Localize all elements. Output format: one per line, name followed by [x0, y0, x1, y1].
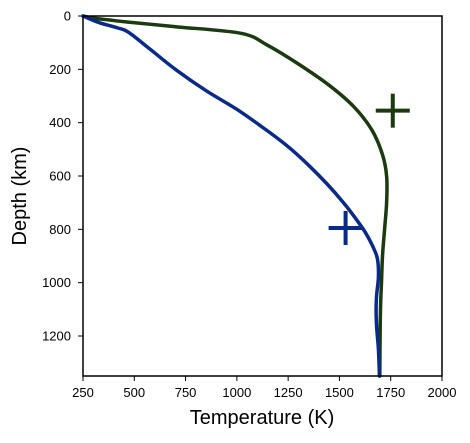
plot-frame: [82, 15, 443, 377]
ticks: [78, 15, 443, 381]
x-tick-label: 250: [72, 385, 94, 400]
x-tick-label: 1250: [274, 385, 303, 400]
y-tick-label: 200: [49, 62, 71, 77]
x-tick-label: 1750: [376, 385, 405, 400]
x-axis-title: Temperature (K): [190, 407, 335, 429]
plus-marker-1: [375, 93, 410, 128]
series-line-1: [81, 14, 389, 378]
y-tick-label: 600: [49, 169, 71, 184]
x-tick-label: 1000: [222, 385, 251, 400]
markers: [328, 93, 410, 245]
y-tick-label: 1000: [42, 275, 71, 290]
y-tick-label: 800: [49, 222, 71, 237]
y-tick-labels: 0 200 400 600 800 1000 1200: [42, 9, 71, 344]
x-tick-label: 500: [123, 385, 145, 400]
x-tick-label: 1500: [325, 385, 354, 400]
series-lines: [81, 14, 389, 378]
y-tick-label: 1200: [42, 329, 71, 344]
y-tick-label: 400: [49, 115, 71, 130]
x-tick-labels: 250 500 750 1000 1250 1500 1750 2000: [72, 385, 456, 400]
plus-marker-2: [328, 211, 363, 245]
series-line-2: [81, 14, 382, 378]
x-tick-label: 750: [175, 385, 197, 400]
y-tick-label: 0: [64, 9, 71, 24]
plot-area: [81, 14, 410, 378]
y-axis-title: Depth (km): [9, 147, 31, 246]
x-tick-label: 2000: [428, 385, 457, 400]
